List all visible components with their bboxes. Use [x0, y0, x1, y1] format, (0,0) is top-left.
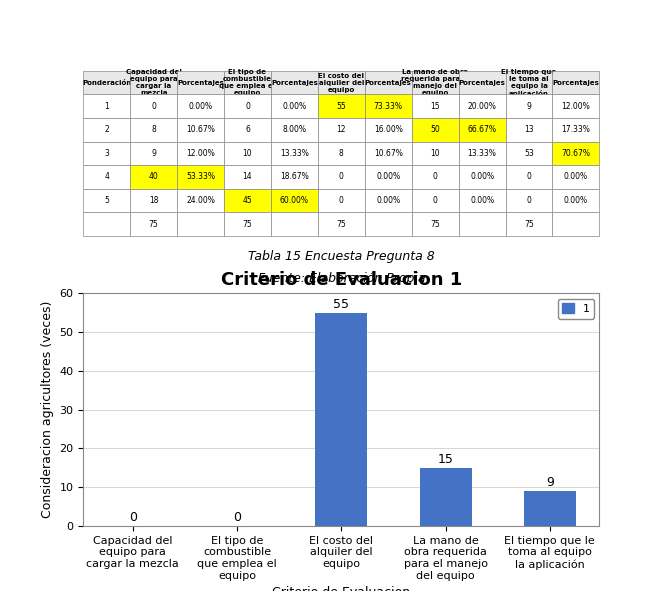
Text: 15: 15 — [438, 453, 454, 466]
Legend: 1: 1 — [558, 299, 594, 319]
Title: Criterio de Evaluacion 1: Criterio de Evaluacion 1 — [220, 271, 462, 289]
Bar — [523, 491, 576, 526]
Bar — [315, 313, 368, 526]
Text: 0: 0 — [129, 511, 137, 524]
Text: Tabla 15 Encuesta Pregunta 8: Tabla 15 Encuesta Pregunta 8 — [248, 251, 435, 264]
Text: 9: 9 — [546, 476, 554, 489]
Text: Fuente: Elaboración Propia: Fuente: Elaboración Propia — [258, 272, 425, 285]
Y-axis label: Consideracion agricultores (veces): Consideracion agricultores (veces) — [41, 301, 54, 518]
Text: 55: 55 — [333, 298, 350, 311]
Bar — [420, 468, 472, 526]
X-axis label: Criterio de Evaluacion: Criterio de Evaluacion — [272, 586, 410, 591]
Text: 0: 0 — [233, 511, 241, 524]
